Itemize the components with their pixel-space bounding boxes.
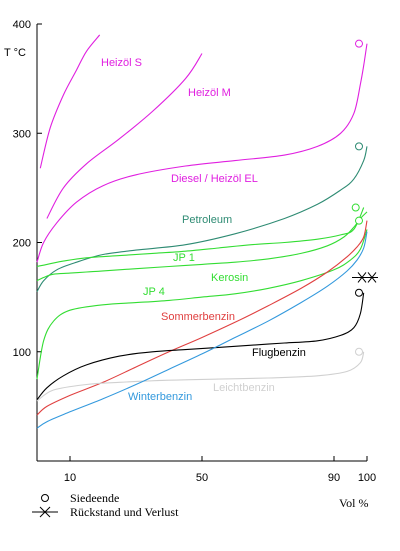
series-line-kerosin: [36, 211, 368, 282]
x-tick-label: 50: [196, 472, 208, 484]
y-axis-label: T °C: [4, 47, 26, 59]
boiling-end-marker: [351, 203, 360, 212]
series-line-heizoel-m: [46, 53, 203, 219]
legend-boiling-end: Siedeende: [70, 491, 119, 505]
boiling-end-legend-icon: [41, 494, 49, 502]
series-line-flugbenzin: [36, 292, 365, 401]
series-label-heizoel-m: Heizöl M: [188, 87, 231, 99]
series-line-petroleum: [36, 146, 368, 292]
series-label-sommerbenzin: Sommerbenzin: [161, 311, 235, 323]
series-label-jp-4: JP 4: [143, 286, 165, 298]
curves: [36, 34, 368, 429]
boiling-end-marker: [355, 288, 363, 297]
y-tick-label: 100: [13, 347, 31, 359]
series-line-jp-1: [36, 207, 365, 268]
series-line-winterbenzin: [36, 231, 368, 429]
x-tick-label: 100: [358, 472, 376, 484]
series-line-jp-4: [36, 229, 368, 380]
series-label-petroleum: Petroleum: [182, 214, 232, 226]
x-axis-label: Vol %: [339, 496, 368, 510]
series-line-leichtbenzin: [36, 351, 365, 402]
series-line-heizoel-s: [39, 34, 101, 169]
series-line-sommerbenzin: [36, 220, 368, 416]
boiling-end-marker: [355, 39, 363, 48]
series-line-diesel-heizoel-el: [36, 43, 368, 263]
series-label-jp-1: JP 1: [173, 252, 195, 264]
residue-loss-legend-icon: [32, 506, 58, 518]
residue-loss-marker: [352, 272, 378, 283]
axes: 100 200 300 400 10 50 90 100: [13, 19, 377, 484]
curve-labels: Heizöl S Heizöl M Diesel / Heizöl EL Petrol…: [101, 57, 306, 403]
boiling-end-marker: [355, 142, 363, 151]
series-label-diesel-heizoel-el: Diesel / Heizöl EL: [171, 173, 258, 185]
series-label-heizoel-s: Heizöl S: [101, 57, 142, 69]
legend-residue-loss: Rückstand und Verlust: [70, 505, 179, 519]
y-tick-label: 300: [13, 128, 31, 140]
series-label-leichtbenzin: Leichtbenzin: [213, 382, 275, 394]
y-tick-label: 400: [13, 19, 31, 31]
endpoint-markers: [351, 39, 378, 356]
boiling-end-marker: [355, 347, 363, 356]
boiling-end-marker: [355, 216, 363, 225]
x-tick-label: 90: [328, 472, 340, 484]
series-label-flugbenzin: Flugbenzin: [252, 347, 306, 359]
y-tick-label: 200: [13, 238, 31, 250]
series-label-winterbenzin: Winterbenzin: [128, 391, 192, 403]
x-tick-label: 10: [64, 472, 76, 484]
legend: Siedeende Rückstand und Verlust: [32, 491, 179, 519]
series-label-kerosin: Kerosin: [211, 272, 248, 284]
